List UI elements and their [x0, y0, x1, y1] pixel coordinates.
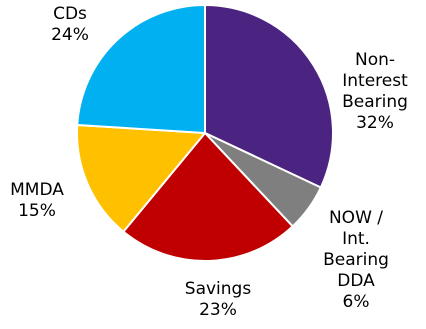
pie-slice-mmda: [76, 123, 206, 233]
slice-label-line: Bearing: [323, 250, 389, 270]
slice-label-line: 24%: [51, 25, 89, 45]
pie-slice-savings: [122, 132, 294, 262]
slice-label-line: CDs: [53, 4, 87, 24]
slice-label-line: 23%: [199, 300, 237, 320]
slice-label-line: Int.: [342, 229, 370, 249]
slice-label-2: Savings 23%: [185, 279, 252, 320]
pie-labels: Non-Interest Bearing 32%NOW / Int. Bearing DD…: [10, 4, 408, 320]
slice-label-line: 32%: [356, 113, 394, 133]
slice-label-line: Bearing: [342, 92, 408, 112]
pie-slice-cds: [76, 4, 206, 134]
slice-label-line: Non-: [355, 50, 395, 70]
slice-label-line: 15%: [18, 201, 56, 221]
slice-label-1: NOW / Int. Bearing DDA 6%: [323, 208, 389, 312]
slice-label-line: Interest: [342, 71, 408, 91]
slice-label-0: Non-Interest Bearing 32%: [342, 50, 408, 133]
slice-label-line: NOW /: [329, 208, 383, 228]
slice-label-line: 6%: [343, 292, 370, 312]
slice-label-line: MMDA: [10, 180, 64, 200]
slice-label-4: CDs 24%: [51, 4, 89, 45]
slice-label-line: DDA: [337, 271, 375, 291]
pie-slices: [76, 4, 334, 262]
pie-slice-non-interest-bearing: [204, 4, 334, 189]
slice-label-line: Savings: [185, 279, 252, 299]
slice-label-3: MMDA 15%: [10, 180, 64, 221]
